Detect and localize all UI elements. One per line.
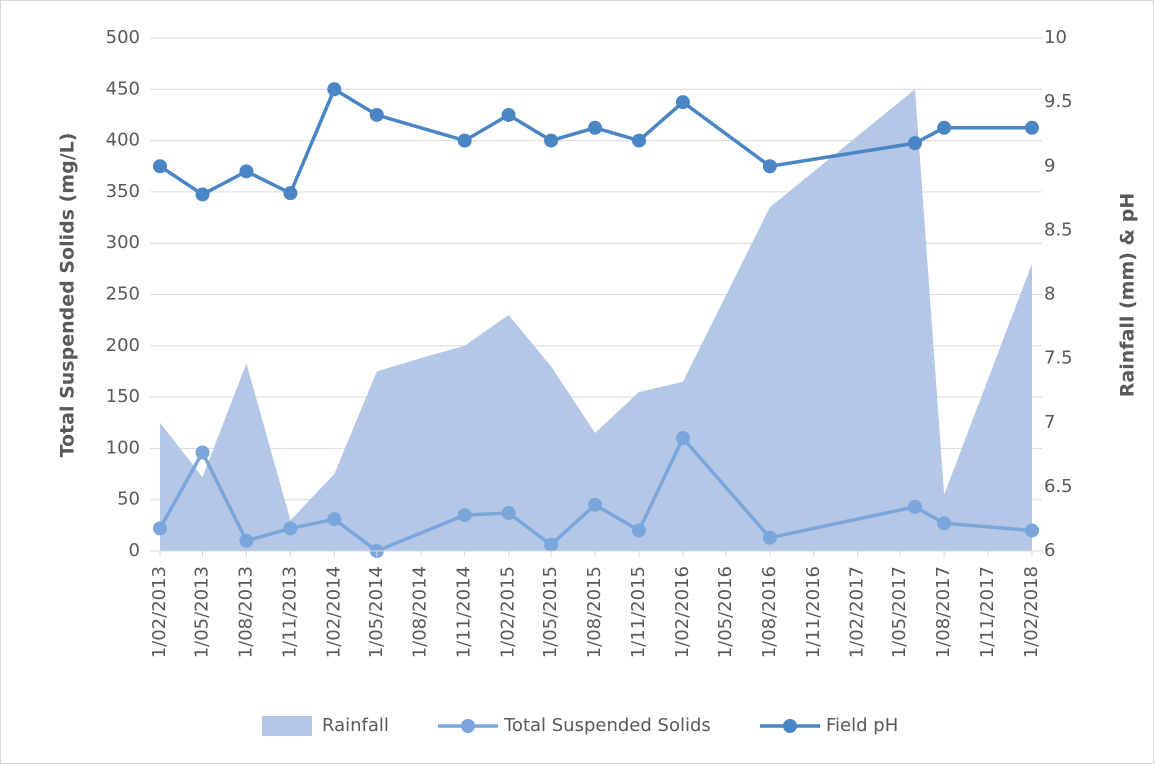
x-tick-label: 1/02/2018 (1021, 566, 1042, 658)
series-marker (937, 516, 952, 531)
legend-swatch (262, 716, 312, 736)
series-marker (239, 533, 254, 548)
x-tick-label: 1/02/2017 (847, 566, 868, 658)
series-marker (501, 107, 516, 122)
series-marker (631, 133, 646, 148)
x-tick-label: 1/05/2013 (192, 566, 213, 658)
series-marker (153, 521, 167, 536)
legend-label: Total Suspended Solids (503, 715, 711, 736)
legend-label: Rainfall (322, 715, 389, 736)
y-tick-label: 350 (106, 181, 140, 202)
series-line (159, 87, 1032, 197)
y-tick-label: 150 (106, 386, 140, 407)
legend-label: Field pH (826, 715, 898, 736)
series-marker (908, 499, 923, 514)
y-tick-label: 450 (106, 78, 140, 99)
x-tick-label: 1/05/2016 (715, 566, 736, 658)
series-marker (239, 164, 254, 179)
y2-tick-label: 10 (1044, 27, 1067, 48)
series-marker (1025, 523, 1039, 538)
x-tick-label: 1/08/2017 (933, 566, 954, 658)
y-tick-label: 500 (106, 27, 140, 48)
y-tick-label: 50 (117, 489, 140, 510)
series-marker (908, 136, 923, 151)
y-tick-label: 200 (106, 335, 140, 356)
y2-tick-label: 9.5 (1044, 91, 1073, 112)
series-marker (327, 512, 342, 527)
rainfall-area (160, 89, 1032, 552)
series-marker (457, 508, 472, 523)
series-marker (675, 95, 690, 110)
series-marker (588, 120, 603, 135)
series-marker (327, 82, 342, 97)
series-line (158, 436, 1033, 553)
x-tick-label: 1/11/2017 (977, 566, 998, 658)
legend-marker (783, 719, 797, 733)
x-tick-label: 1/08/2016 (759, 566, 780, 658)
y-tick-label: 300 (106, 232, 140, 253)
series-marker (588, 497, 603, 512)
x-tick-label: 1/05/2014 (366, 566, 387, 658)
y-tick-label: 100 (106, 437, 140, 458)
y2-axis-title: Rainfall (mm) & pH (1117, 193, 1139, 397)
series-marker (283, 186, 298, 201)
x-tick-label: 1/02/2014 (323, 566, 344, 658)
series-marker (153, 159, 167, 174)
y2-tick-label: 6 (1044, 540, 1055, 561)
y2-tick-label: 7.5 (1044, 348, 1073, 369)
series-marker (675, 431, 690, 446)
x-tick-label: 1/05/2015 (540, 566, 561, 658)
y-tick-label: 250 (106, 284, 140, 305)
y-axis-title: Total Suspended Solids (mg/L) (57, 133, 79, 458)
series-marker (195, 187, 210, 202)
x-tick-label: 1/11/2013 (279, 566, 300, 658)
x-tick-label: 1/08/2014 (410, 566, 431, 658)
y2-tick-label: 8.5 (1044, 219, 1073, 240)
series-marker (937, 120, 952, 135)
x-tick-label: 1/05/2017 (889, 566, 910, 658)
series-marker (762, 159, 777, 174)
series-marker (283, 521, 298, 536)
series-marker (501, 506, 516, 521)
x-tick-label: 1/08/2015 (584, 566, 605, 658)
y-tick-label: 0 (129, 540, 140, 561)
y2-tick-label: 6.5 (1044, 476, 1073, 497)
series-marker (457, 133, 472, 148)
y2-tick-label: 7 (1044, 412, 1055, 433)
series-marker (762, 530, 777, 545)
x-tick-label: 1/02/2015 (498, 566, 519, 658)
series-marker (544, 537, 559, 552)
series-marker (1025, 120, 1039, 135)
x-tick-label: 1/11/2014 (454, 566, 475, 658)
series-marker (631, 523, 646, 538)
y2-tick-label: 8 (1044, 284, 1055, 305)
legend-marker (461, 719, 475, 733)
x-tick-label: 1/08/2013 (235, 566, 256, 658)
series-marker (195, 445, 210, 460)
series-marker (369, 107, 384, 122)
series-marker (544, 133, 559, 148)
x-tick-label: 1/02/2016 (672, 566, 693, 658)
x-tick-label: 1/02/2013 (149, 566, 170, 658)
y2-tick-label: 9 (1044, 155, 1055, 176)
x-tick-label: 1/11/2015 (628, 566, 649, 658)
x-tick-label: 1/11/2016 (803, 566, 824, 658)
y-tick-label: 400 (106, 130, 140, 151)
